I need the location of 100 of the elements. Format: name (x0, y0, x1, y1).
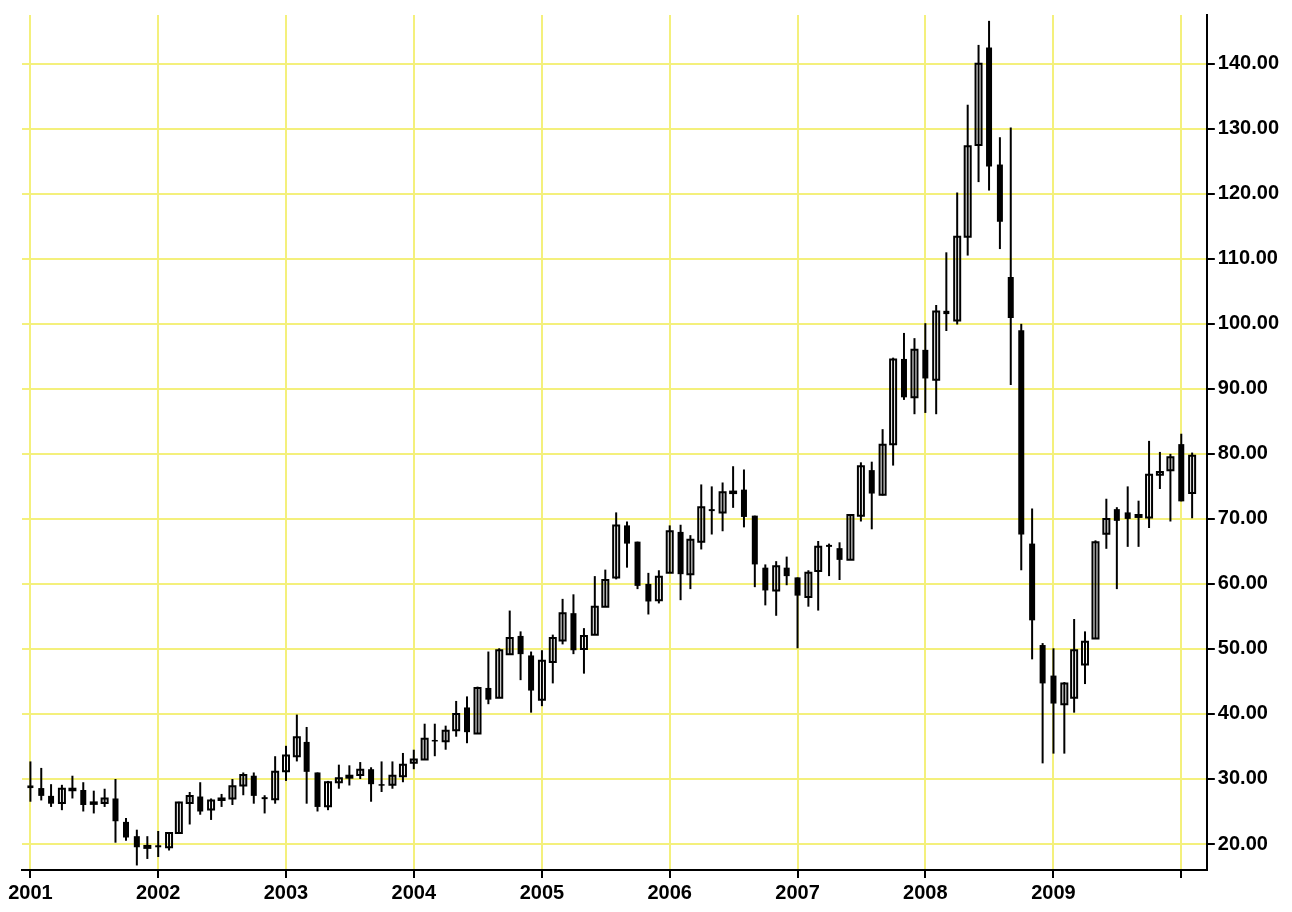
candlestick (953, 191, 962, 326)
x-tick-label: 2005 (519, 880, 565, 903)
candlestick (1060, 681, 1069, 755)
candlestick (441, 724, 450, 751)
candlestick (505, 609, 514, 656)
candlestick (57, 783, 66, 812)
candlestick (122, 816, 129, 842)
candlestick (537, 649, 546, 708)
candlestick (762, 563, 769, 607)
candlestick (772, 560, 781, 617)
y-tick-label: 90.00 (1217, 376, 1268, 399)
candlestick (495, 647, 504, 699)
y-tick-label: 130.00 (1217, 116, 1279, 139)
candlestick (963, 103, 972, 257)
candlestick (174, 800, 183, 834)
y-tick-label: 60.00 (1217, 571, 1268, 594)
candlestick (378, 760, 385, 793)
candlestick (100, 787, 109, 808)
candlestick (548, 633, 557, 685)
x-tick-label: 2006 (647, 880, 692, 903)
candlestick (868, 460, 875, 531)
candlestick (420, 722, 429, 761)
candlestick (645, 571, 652, 616)
candlestick (165, 831, 174, 852)
y-tick-label: 100.00 (1217, 311, 1279, 334)
candlestick (686, 534, 695, 591)
candlestick (250, 771, 257, 805)
candlestick (143, 835, 152, 860)
candlestick (601, 568, 610, 608)
candlestick (112, 777, 119, 844)
candlestick (292, 713, 301, 763)
y-tick-label: 20.00 (1217, 831, 1268, 854)
candlestick (579, 627, 588, 675)
candlestick (80, 781, 87, 813)
candlestick (1091, 539, 1100, 640)
candlestick (878, 428, 887, 497)
candlestick (133, 828, 140, 867)
candlestick (1113, 506, 1120, 591)
candlestick (1070, 618, 1079, 714)
y-tick-label: 30.00 (1217, 766, 1268, 789)
candlestick (452, 699, 461, 738)
candlestick (910, 337, 919, 416)
candlestick (388, 760, 397, 790)
candlestick (932, 303, 941, 416)
candlestick (558, 597, 567, 646)
candlestick (1102, 497, 1111, 550)
y-tick-label: 110.00 (1217, 246, 1278, 269)
candlestick (814, 540, 823, 612)
y-tick-label: 80.00 (1217, 441, 1268, 464)
candlestick (185, 790, 194, 826)
candlestick (1134, 499, 1143, 548)
candlestick (409, 748, 418, 771)
candlestick (324, 779, 333, 812)
candlestick (485, 650, 492, 706)
candlestick (27, 760, 34, 803)
y-tick-label: 70.00 (1217, 506, 1268, 529)
candlestick (943, 251, 950, 332)
x-tick-label: 2004 (391, 880, 437, 903)
y-tick-label: 140.00 (1217, 51, 1279, 74)
candlestick (345, 764, 354, 787)
candlestick (89, 789, 98, 815)
x-tick-label: 2008 (903, 880, 948, 903)
candlestick (708, 485, 715, 536)
candlestick (794, 576, 801, 650)
candlestick (207, 797, 216, 821)
candlestick (197, 781, 204, 816)
candlestick (836, 541, 843, 582)
candlestick (697, 483, 706, 551)
candlestick (1124, 485, 1131, 548)
x-tick-label: 2003 (263, 880, 309, 903)
candlestick (1155, 450, 1164, 490)
candlestick (889, 356, 898, 467)
candlestick (38, 766, 45, 802)
candlestick (826, 542, 833, 578)
candlestick (1145, 439, 1154, 529)
candlestick (974, 43, 983, 184)
y-tick-label: 40.00 (1217, 701, 1268, 724)
candlestick (261, 794, 268, 815)
candlestick (1080, 630, 1089, 686)
x-tick-label: 2007 (775, 880, 820, 903)
candlestick (334, 763, 343, 790)
candlestick (718, 481, 727, 533)
candlestick (590, 575, 599, 636)
candlestick (1188, 451, 1197, 520)
candlestick (228, 777, 237, 806)
candlestick (665, 524, 674, 574)
x-tick-label: 2009 (1031, 880, 1076, 903)
candlestick (48, 783, 55, 808)
y-tick-label: 50.00 (1217, 636, 1268, 659)
candlestick (804, 569, 813, 608)
candlestick (473, 685, 482, 735)
candlestick (239, 771, 248, 797)
candlestick (856, 461, 865, 523)
candlestick (271, 755, 280, 805)
candlestick (368, 766, 375, 803)
candlestick (517, 630, 524, 682)
candlestick (846, 514, 855, 561)
candlestick (654, 569, 663, 605)
candlestick (783, 555, 790, 587)
candlestick (612, 511, 621, 581)
